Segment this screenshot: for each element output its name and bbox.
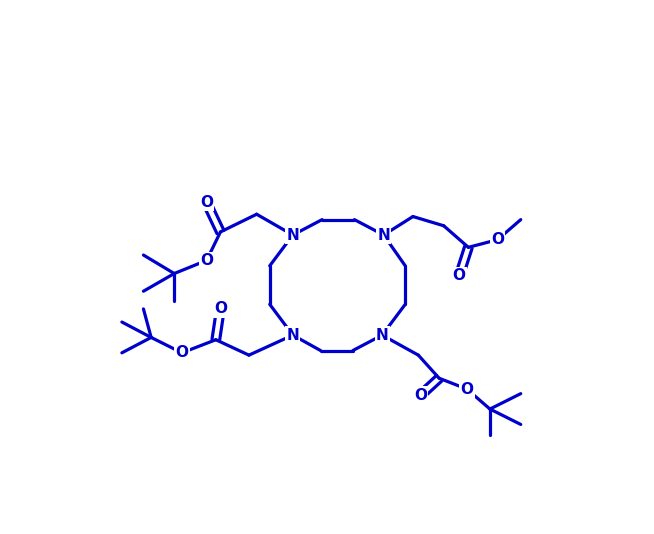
Text: O: O: [200, 253, 213, 268]
Text: O: O: [175, 345, 188, 360]
Text: O: O: [491, 232, 504, 247]
Text: N: N: [377, 227, 390, 242]
Text: N: N: [376, 328, 388, 343]
Text: O: O: [214, 301, 227, 317]
Text: O: O: [200, 195, 213, 210]
Text: O: O: [414, 388, 427, 403]
Text: O: O: [460, 381, 473, 397]
Text: O: O: [453, 268, 466, 284]
Text: N: N: [286, 328, 299, 343]
Text: N: N: [286, 227, 299, 242]
